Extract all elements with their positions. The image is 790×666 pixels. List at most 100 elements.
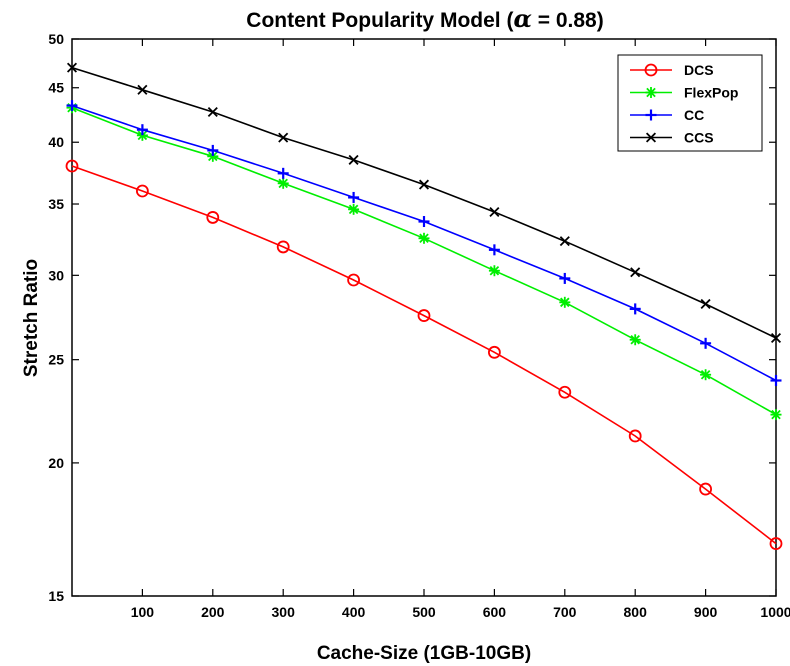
series-dcs-point <box>347 273 361 287</box>
series-flexpop-point-stroke <box>771 409 781 420</box>
series-ccs <box>66 62 782 344</box>
series-cc-point <box>348 191 360 203</box>
series-flexpop-point-stroke <box>137 130 148 141</box>
series-cc-point <box>488 244 500 256</box>
y-tick-label: 45 <box>48 80 64 96</box>
legend-marker-flexpop-stroke <box>646 87 656 98</box>
axis-ticks: 100 200 300 400 500 600 700 800 900 1000 15 20 25 30 3… <box>48 31 790 620</box>
series-flexpop-point-stroke <box>348 204 359 215</box>
series-flexpop-point-stroke <box>278 178 288 189</box>
chart-title-symbol: α <box>513 4 531 33</box>
series-ccs-point <box>348 154 359 165</box>
series-ccs-point-stroke <box>770 332 782 344</box>
series-flexpop <box>66 102 782 421</box>
series-dcs-point <box>628 429 642 443</box>
series-cc-point <box>136 124 148 136</box>
y-tick-label: 30 <box>48 267 64 283</box>
chart-title-prefix: Content Popularity Model ( <box>246 9 513 32</box>
series-ccs-point <box>137 84 148 95</box>
series-ccs-point-stroke <box>559 236 570 247</box>
x-tick-label: 700 <box>553 604 577 620</box>
series-cc-point <box>66 100 78 112</box>
series-ccs-point-stroke <box>630 267 641 278</box>
series-flexpop-point <box>770 409 782 421</box>
x-tick-label: 200 <box>201 604 225 620</box>
x-tick-label: 800 <box>624 604 648 620</box>
series-flexpop-point <box>277 177 289 189</box>
legend-marker-ccs <box>645 132 657 143</box>
chart-title: Content Popularity Model (α = 0.88) <box>246 4 603 33</box>
series-group <box>65 62 783 550</box>
series-dcs-point <box>65 159 79 173</box>
x-tick-label: 1000 <box>760 604 790 620</box>
legend-marker-ccs-stroke <box>645 132 657 143</box>
series-ccs-point-stroke <box>489 206 500 218</box>
series-dcs-point <box>699 482 712 496</box>
series-flexpop-point-stroke <box>560 297 570 308</box>
series-flexpop-point <box>488 265 500 277</box>
x-tick-label: 900 <box>694 604 718 620</box>
y-tick-label: 40 <box>48 134 64 150</box>
series-ccs-point <box>278 132 289 143</box>
legend-label-cc: CC <box>684 107 704 123</box>
y-tick-label: 15 <box>48 588 64 604</box>
legend-label-ccs: CCS <box>684 130 714 146</box>
legend-label-dcs: DCS <box>684 62 714 78</box>
series-dcs-line <box>71 165 777 545</box>
series-ccs-point <box>770 332 782 344</box>
series-ccs-point-stroke <box>700 298 711 309</box>
series-cc-point <box>700 337 712 349</box>
series-ccs-point <box>66 62 78 73</box>
series-flexpop-point <box>629 334 641 346</box>
series-cc-point <box>629 303 641 315</box>
series-flexpop-point-stroke <box>630 334 640 345</box>
legend-marker-dcs <box>644 63 658 77</box>
series-ccs-point-stroke <box>137 84 148 95</box>
series-flexpop-point <box>559 296 571 308</box>
series-ccs-point-stroke <box>66 62 78 73</box>
series-flexpop-point <box>418 232 430 244</box>
series-ccs-point <box>418 179 430 190</box>
series-dcs-point <box>558 385 572 399</box>
series-ccs-point <box>207 106 218 118</box>
x-tick-label: 100 <box>131 604 155 620</box>
x-axis-label: Cache-Size (1GB-10GB) <box>317 643 531 664</box>
y-tick-label: 25 <box>48 352 64 368</box>
series-flexpop-point-stroke <box>700 369 711 380</box>
y-tick-label: 35 <box>48 196 64 212</box>
series-ccs-point <box>489 206 500 218</box>
series-cc-point <box>559 272 571 284</box>
series-cc-point <box>277 167 289 179</box>
series-dcs-point <box>417 309 431 322</box>
series-dcs-point <box>135 184 149 198</box>
series-dcs-point <box>769 537 783 550</box>
x-tick-label: 400 <box>342 604 366 620</box>
series-ccs-point-stroke <box>207 106 218 118</box>
y-tick-label: 50 <box>48 31 64 47</box>
legend-marker-cc <box>645 109 657 121</box>
chart-title-suffix: = 0.88) <box>532 9 604 32</box>
series-ccs-point-stroke <box>418 179 430 190</box>
series-dcs-point <box>276 240 290 254</box>
legend-label-flexpop: FlexPop <box>684 85 738 101</box>
legend: DCS FlexPop CC CCS <box>617 54 763 152</box>
legend-box <box>617 54 763 152</box>
series-dcs-point <box>206 211 220 224</box>
series-flexpop-point <box>348 203 360 215</box>
series-cc-point <box>770 374 782 386</box>
x-tick-label: 300 <box>272 604 296 620</box>
series-ccs-point-stroke <box>278 132 289 143</box>
y-tick-label: 20 <box>48 455 64 471</box>
series-dcs-point <box>487 345 501 359</box>
series-cc-point <box>418 216 430 228</box>
series-cc <box>66 100 782 386</box>
x-tick-label: 600 <box>483 604 507 620</box>
series-flexpop-point-stroke <box>489 265 500 276</box>
series-flexpop-point-stroke <box>419 233 429 244</box>
series-dcs <box>65 159 783 550</box>
legend-marker-flexpop <box>645 87 657 98</box>
x-tick-label: 500 <box>412 604 436 620</box>
series-flexpop-point-stroke <box>208 151 218 162</box>
series-ccs-point <box>700 298 711 309</box>
